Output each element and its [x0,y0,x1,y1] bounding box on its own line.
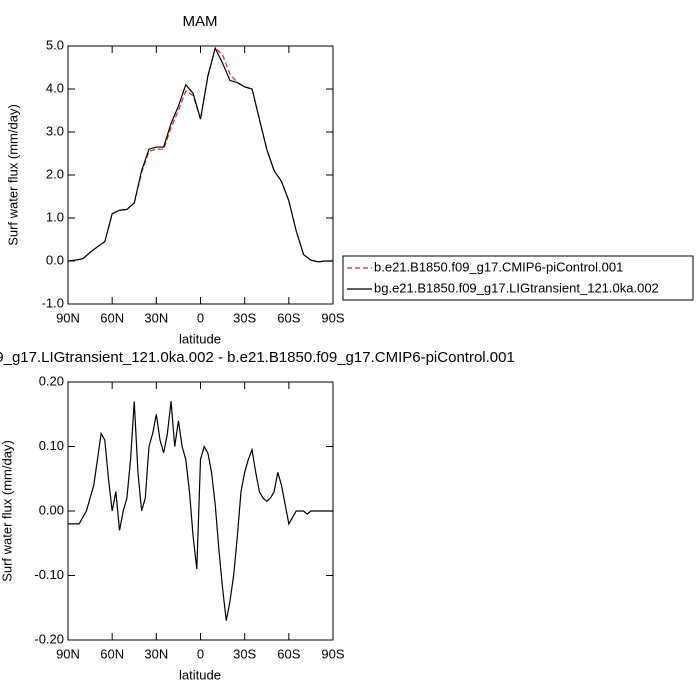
x-tick-label: 90N [56,646,80,661]
y-tick-label: 0.0 [46,252,64,267]
x-tick-label: 0 [197,310,204,325]
x-tick-label: 90S [321,310,344,325]
y-tick-label: 0.00 [39,502,64,517]
line-series [67,46,333,263]
line-series [68,401,333,621]
x-tick-label: 60S [277,310,300,325]
x-tick-label: 30N [144,310,168,325]
legend-label: b.e21.B1850.f09_g17.CMIP6-piControl.001 [374,259,623,274]
y-tick-label: 0.10 [39,438,64,453]
plot-frame [67,381,334,641]
x-tick-label: 30S [233,310,256,325]
legend-label: bg.e21.B1850.f09_g17.LIGtransient_121.0k… [374,280,659,295]
y-tick-label: -0.20 [34,631,64,646]
y-tick-label: 1.0 [46,209,64,224]
x-tick-label: 90N [56,310,80,325]
x-axis-label: latitude [179,331,221,346]
y-tick-label: 4.0 [46,80,64,95]
legend-box [342,255,694,301]
y-tick-label: 2.0 [46,166,64,181]
y-axis-label: Surf water flux (mm/day) [0,440,14,582]
x-tick-label: 60N [100,310,124,325]
plot-frame [67,45,334,305]
x-tick-label: 60N [100,646,124,661]
y-tick-label: -1.0 [42,295,64,310]
x-axis-label: latitude [179,667,221,682]
chart-title: MAM [183,13,218,30]
chart-title: bg.e21.B1850.f09_g17.LIGtransient_121.0k… [0,349,515,366]
x-tick-label: 90S [321,646,344,661]
x-tick-label: 0 [197,646,204,661]
y-tick-label: 0.20 [39,373,64,388]
x-tick-label: 60S [277,646,300,661]
y-axis-label: Surf water flux (mm/day) [5,104,20,246]
x-tick-label: 30S [233,646,256,661]
y-tick-label: -0.10 [34,567,64,582]
x-tick-label: 30N [144,646,168,661]
y-tick-label: 3.0 [46,123,64,138]
y-tick-label: 5.0 [46,37,64,52]
